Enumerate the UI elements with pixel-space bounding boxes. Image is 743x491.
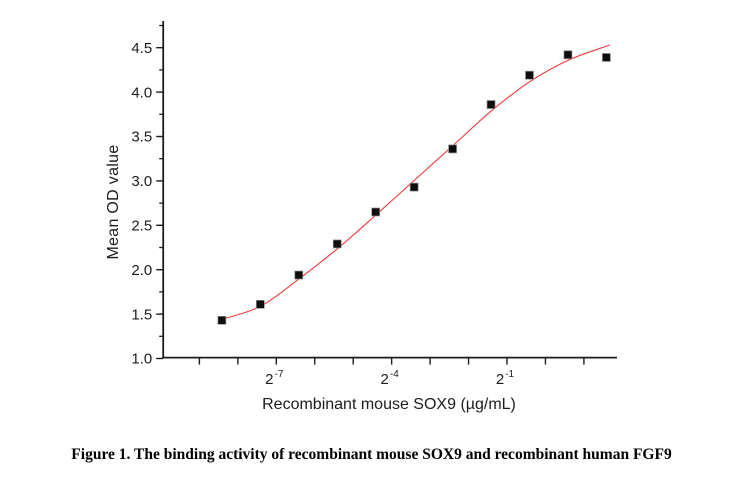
y-tick-label: 1.5 (131, 306, 152, 323)
x-tick-label: 2-7 (265, 369, 284, 388)
fit-curve-line (221, 44, 610, 320)
y-tick-label: 2.0 (131, 262, 152, 279)
data-point-marker (332, 239, 342, 249)
x-axis-title: Recombinant mouse SOX9 (µg/mL) (262, 396, 516, 413)
y-tick-label: 3.0 (131, 173, 152, 190)
figure-caption: Figure 1. The binding activity of recomb… (71, 446, 672, 463)
y-axis-title: Mean OD value (105, 144, 122, 260)
y-tick-label: 4.0 (131, 84, 152, 101)
data-point-marker (294, 270, 304, 280)
data-point-marker (563, 50, 573, 60)
data-point-marker (525, 70, 534, 80)
data-point-marker (371, 207, 381, 217)
data-point-marker (255, 299, 265, 309)
data-point-marker (409, 182, 419, 192)
y-tick-label: 4.5 (131, 40, 152, 57)
data-point-marker (602, 53, 611, 62)
data-point-marker (217, 315, 227, 325)
x-tick-label: 2-4 (381, 369, 400, 388)
y-tick-label: 3.5 (131, 129, 152, 146)
y-tick-label: 1.0 (131, 351, 152, 368)
y-tick-label: 2.5 (131, 218, 152, 235)
data-point-marker (448, 144, 457, 154)
x-tick-label: 2-1 (496, 369, 515, 388)
data-point-marker (486, 100, 496, 109)
plot-svg: 2-7 2-4 2-1 1.0 1.5 2.0 2.5 3.0 3.5 4.0 4.5 (131, 21, 617, 388)
